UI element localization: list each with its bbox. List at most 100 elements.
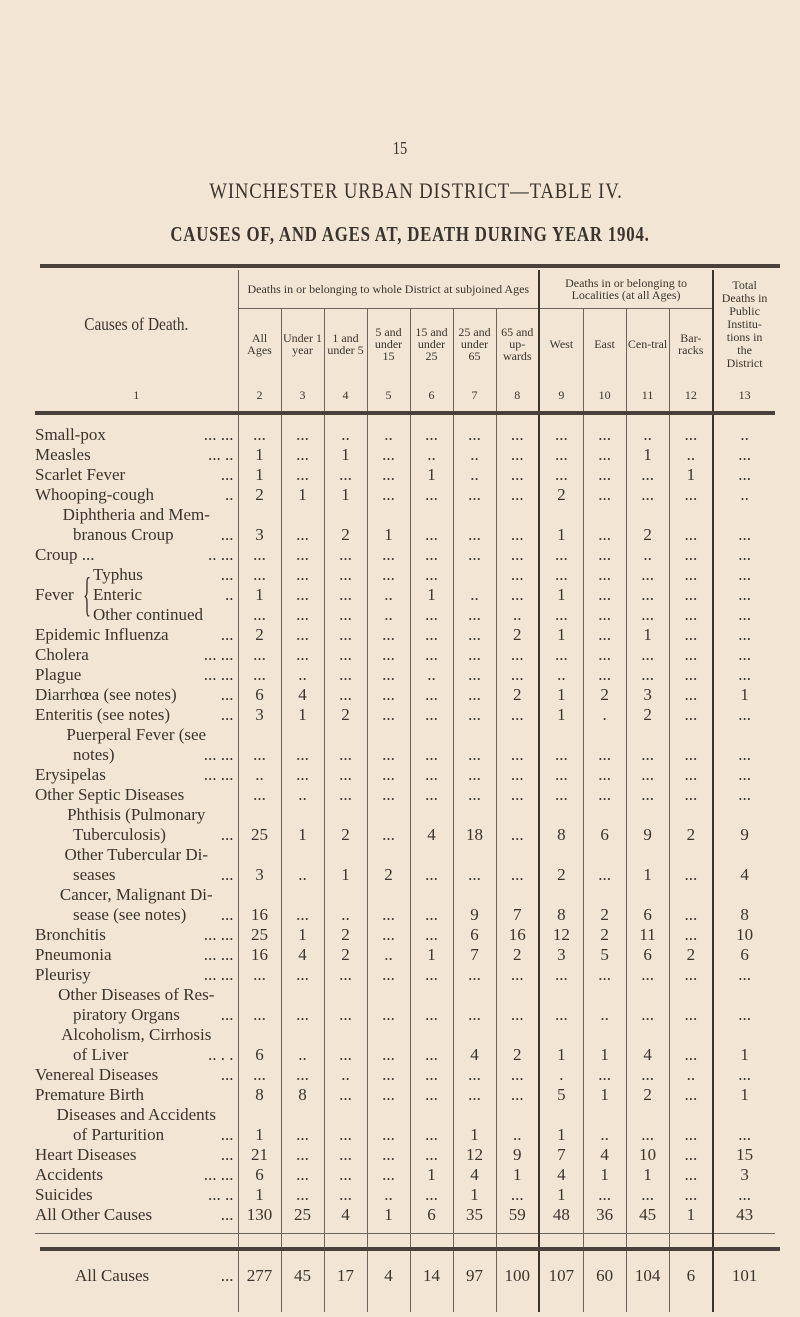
table-cell: 1 (280, 924, 324, 945)
cause-text: Bronchitis (35, 924, 106, 944)
table-cell: 1 (237, 584, 281, 605)
cause-label: Cancer, Malignant Di-sease (see notes)..… (35, 885, 238, 925)
table-cell: 101 (712, 1233, 776, 1312)
table-row: Small-pox... ...........................… (35, 424, 776, 445)
table-cell: ... (237, 424, 281, 445)
table-cell: ... (668, 1104, 714, 1145)
table-cell: 3 (237, 844, 281, 885)
column-header: 15 and under 25 (409, 308, 453, 379)
table-cell: 48 (538, 1204, 584, 1225)
table-cell: ... (323, 984, 367, 1025)
table-cell: ... (409, 724, 453, 765)
table-cell: ... (538, 764, 584, 785)
table-cell: ... (452, 504, 496, 545)
column-number: 4 (323, 378, 367, 415)
table-row: Puerperal Fever (see notes)... ..........… (35, 724, 776, 765)
table-cell: 59 (495, 1204, 540, 1225)
cause-label: Measles ... .. (35, 445, 238, 465)
table-cell: ... (366, 684, 410, 705)
table-cell: ... (452, 664, 496, 685)
table-row: Typhus..................................… (35, 564, 776, 585)
table-cell: ... (712, 1184, 776, 1205)
cause-text: notes) (73, 744, 115, 764)
table-cell: ... (280, 644, 324, 665)
table-cell: ... (323, 464, 367, 485)
table-cell: 8 (538, 884, 584, 925)
table-cell: ... (668, 1164, 714, 1185)
column-header: Cen-tral (625, 308, 670, 379)
table-cell: 2 (323, 804, 367, 845)
table-cell: 1 (538, 624, 584, 645)
cause-label: Alcoholism, Cirrhosis of Liver .. . . (35, 1025, 238, 1065)
cause-text: Other Tubercular Di- (64, 844, 209, 864)
table-cell: 1 (366, 504, 410, 545)
table-cell: ... (366, 724, 410, 765)
table-cell: 6 (237, 1164, 281, 1185)
column-number: 6 (409, 378, 453, 415)
table-cell: ... (237, 604, 281, 625)
table-title: WINCHESTER URBAN DISTRICT—TABLE IV. (209, 178, 623, 203)
table-cell: ... (409, 564, 453, 585)
table-cell: ... (409, 784, 453, 805)
table-cell: ... (409, 1184, 453, 1205)
table-cell: ... (668, 924, 714, 945)
table-cell: ... (582, 664, 627, 685)
table-cell: 1 (323, 484, 367, 505)
table-cell: 1 (452, 1104, 496, 1145)
table-cell: ... (495, 484, 540, 505)
table-cell: 16 (495, 924, 540, 945)
table-cell: .. (366, 944, 410, 965)
table-cell: ... (582, 624, 627, 645)
table-cell: 4 (280, 944, 324, 965)
leader-dots: ... (220, 1204, 234, 1224)
table-cell: ... (625, 984, 670, 1025)
cause-text: Alcoholism, Cirrhosis (61, 1024, 212, 1044)
column-number: 1 (35, 378, 238, 415)
table-cell: 8 (237, 1084, 281, 1105)
table-cell: ... (237, 964, 281, 985)
table-cell: ... (323, 964, 367, 985)
table-row: Alcoholism, Cirrhosis of Liver .. . . 6....… (35, 1024, 776, 1065)
table-row: Croup ..... ............................… (35, 544, 776, 565)
column-number: 5 (366, 378, 410, 415)
leader-dots: ... .. (208, 444, 234, 464)
table-cell: ... (409, 884, 453, 925)
leader-dots: ... (220, 864, 234, 884)
cause-text: Puerperal Fever (see (66, 724, 207, 744)
table-cell: 1 (323, 444, 367, 465)
table-cell: ... (712, 644, 776, 665)
table-cell: ... (668, 724, 714, 765)
table-cell: ... (712, 764, 776, 785)
leader-dots: .. (225, 584, 234, 604)
table-cell: .. (280, 664, 324, 685)
table-cell: .. (409, 444, 453, 465)
table-cell: 2 (495, 944, 540, 965)
table-cell: 2 (323, 944, 367, 965)
table-row: Erysipelas... ..........................… (35, 764, 776, 785)
table-cell: ... (582, 544, 627, 565)
table-cell: ... (452, 1064, 496, 1085)
table-row: Other Septic Diseases...................… (35, 784, 776, 805)
table-cell: ... (538, 444, 584, 465)
table-cell: ... (538, 784, 584, 805)
table-row: Enteric.. Fever{1........ 1..... 1.........… (35, 568, 776, 621)
cause-label: Other Tubercular Di-seases... (35, 845, 238, 885)
table-row: Pneumonia... ... 16 4 2.. 1 7 2 3 5 6 2 6 (35, 944, 776, 965)
table-cell: 8 (280, 1084, 324, 1105)
table-cell: ... (323, 664, 367, 685)
table-cell: ... (366, 664, 410, 685)
table-cell: ... (625, 604, 670, 625)
table-cell: ... (237, 984, 281, 1025)
table-cell: 1 (409, 584, 453, 605)
column-number: 9 (538, 378, 584, 415)
table-cell: 4 (712, 844, 776, 885)
table-cell: 25 (237, 924, 281, 945)
column-header: West (538, 308, 584, 379)
table-cell: ... (712, 964, 776, 985)
total-label: All Causes (75, 1265, 150, 1285)
leader-dots: ... (220, 564, 234, 584)
table-cell: ... (280, 584, 324, 605)
table-cell: ... (280, 884, 324, 925)
table-cell: ... (452, 784, 496, 805)
cause-label: Enteritis (see notes)... (35, 705, 238, 725)
